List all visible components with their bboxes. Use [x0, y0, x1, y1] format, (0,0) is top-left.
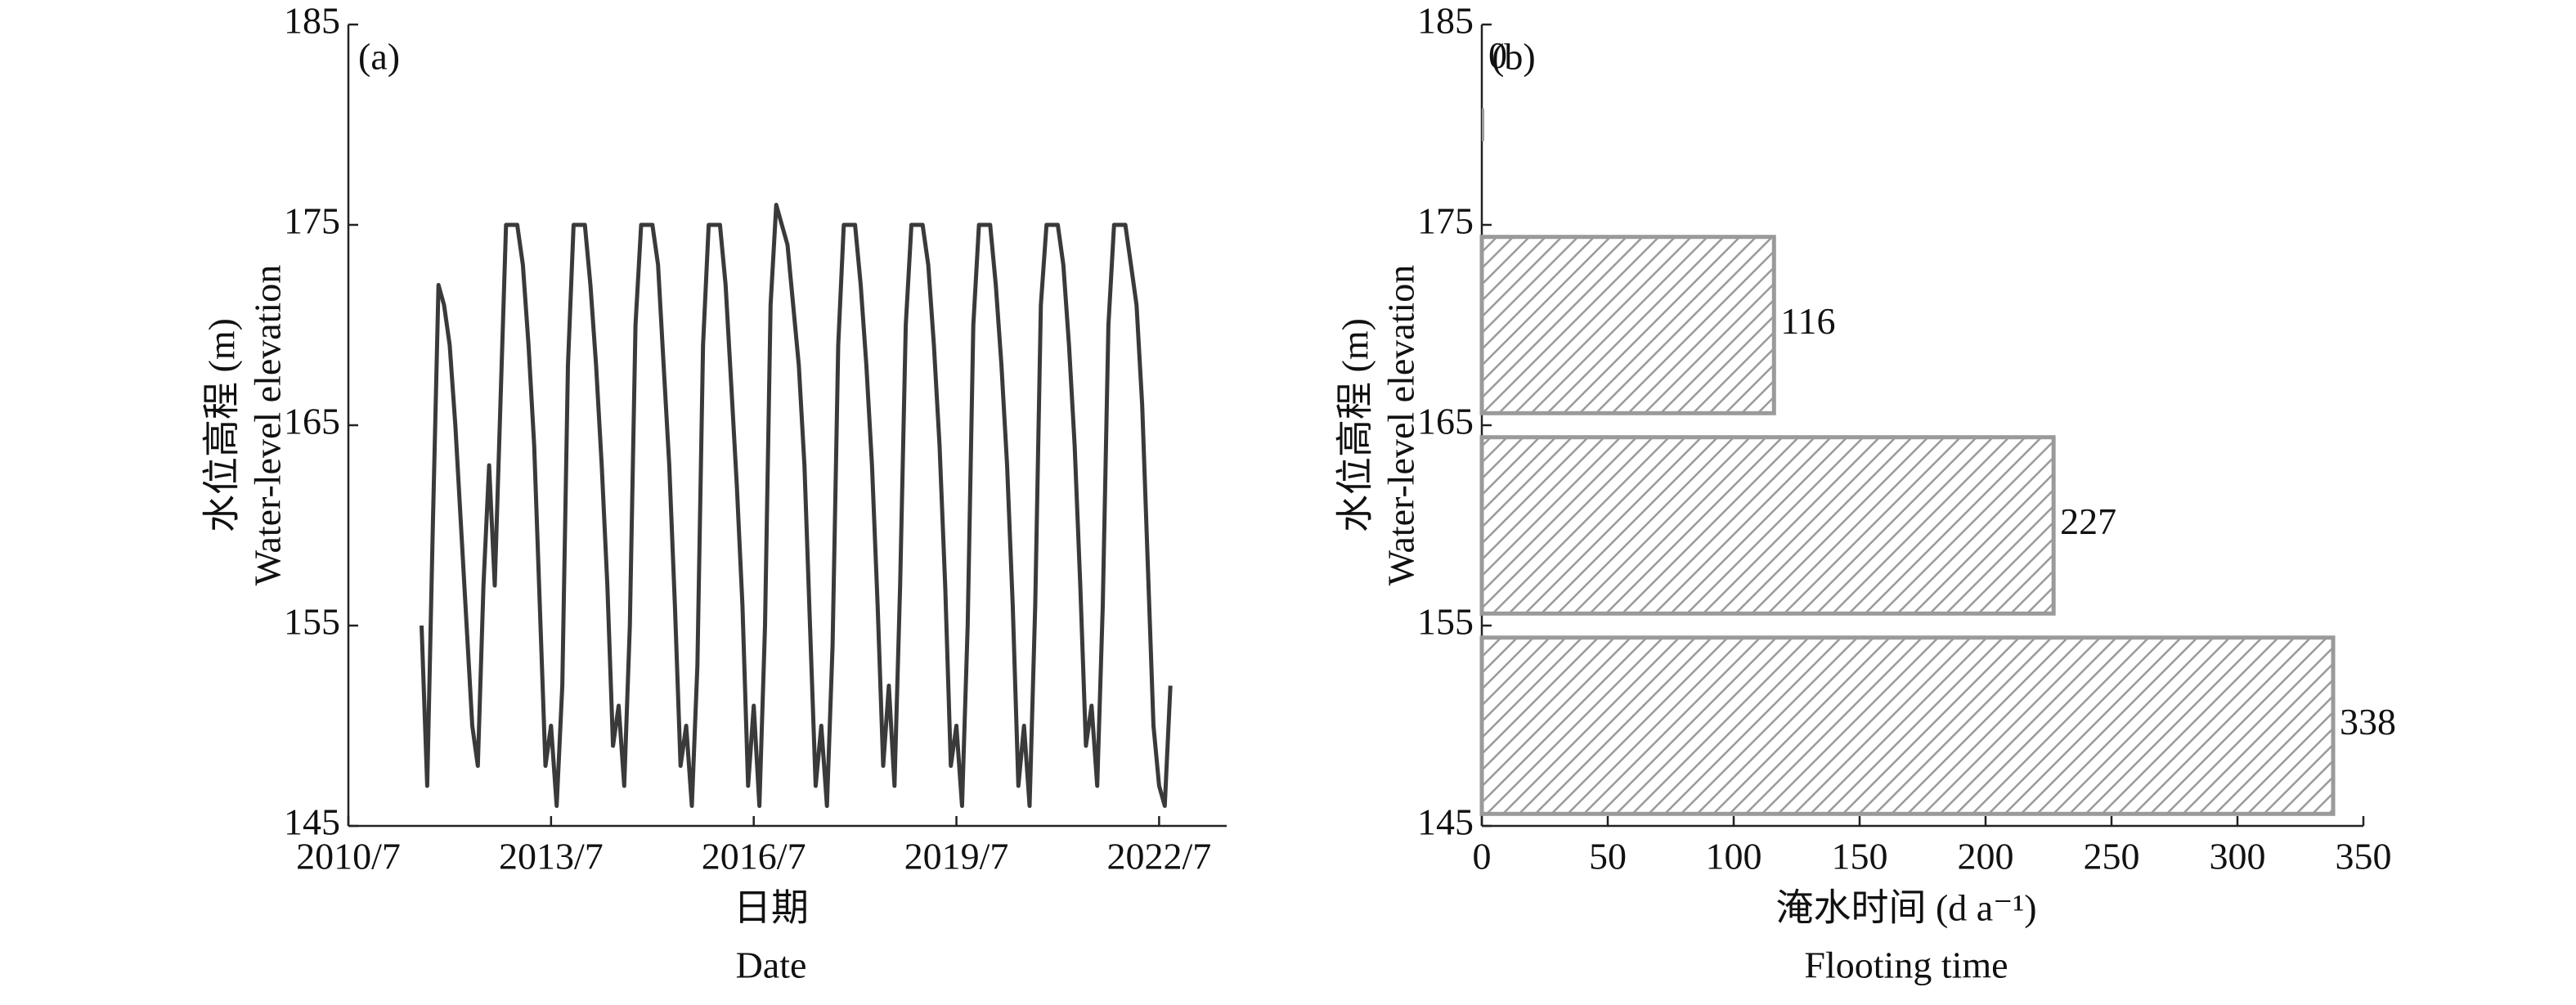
value-label: 338 [2340, 701, 2396, 743]
bar [1479, 235, 1776, 415]
x-axis-label: Date [736, 944, 807, 986]
y-tick-label: 165 [1417, 401, 1474, 442]
y-axis-label: 水位高程 (m) [201, 318, 243, 532]
x-tick-label: 2019/7 [904, 836, 1009, 877]
panel-label: (b) [1492, 36, 1536, 78]
value-label: 227 [2060, 500, 2116, 542]
x-axis-label: 日期 [734, 887, 809, 929]
x-tick-label: 50 [1589, 836, 1627, 877]
panel-label: (a) [358, 36, 400, 78]
x-tick-label: 2016/7 [702, 836, 806, 877]
y-tick-label: 145 [284, 801, 340, 843]
x-tick-label: 350 [2336, 836, 2392, 877]
y-tick-label: 165 [284, 401, 340, 442]
x-tick-label: 100 [1706, 836, 1762, 877]
y-axis-label: Water-level elevation [1380, 265, 1422, 586]
x-tick-label: 2022/7 [1106, 836, 1211, 877]
value-label: 116 [1780, 300, 1835, 342]
x-tick-label: 250 [2084, 836, 2140, 877]
value-label: 0 [1488, 34, 1507, 76]
x-tick-label: 2013/7 [499, 836, 604, 877]
y-tick-label: 145 [1417, 801, 1474, 843]
x-tick-label: 2010/7 [296, 836, 401, 877]
bar [1479, 635, 2336, 816]
x-axis-label: 淹水时间 (d a⁻¹) [1775, 887, 2036, 929]
x-tick-label: 200 [1958, 836, 2014, 877]
x-axis-label: Flooting time [1804, 944, 2008, 986]
water-level-line [420, 203, 1173, 808]
y-tick-label: 175 [1417, 200, 1474, 242]
y-tick-label: 175 [284, 200, 340, 242]
y-axis-label: Water-level elevation [247, 265, 289, 586]
x-tick-label: 300 [2210, 836, 2266, 877]
x-tick-label: 0 [1473, 836, 1492, 877]
y-tick-label: 155 [1417, 601, 1474, 643]
x-tick-label: 150 [1832, 836, 1888, 877]
y-tick-label: 185 [1417, 0, 1474, 42]
bar [1479, 435, 2056, 616]
y-tick-label: 155 [284, 601, 340, 643]
y-axis-label: 水位高程 (m) [1335, 318, 1376, 532]
y-tick-label: 185 [284, 0, 340, 42]
bar [1482, 108, 1484, 141]
